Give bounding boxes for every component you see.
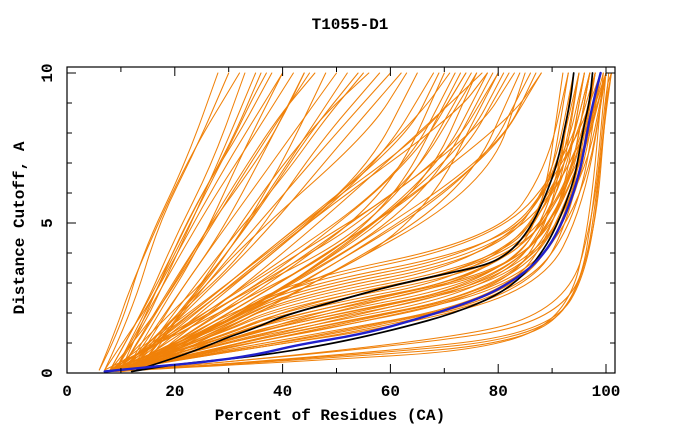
best-model-blue [103, 71, 602, 373]
model-curve [109, 72, 591, 371]
model-curve [114, 72, 612, 373]
model-curve [131, 72, 596, 371]
model-curve [131, 72, 364, 371]
model-curve [131, 72, 580, 371]
model-curve [120, 72, 612, 373]
model-curve [120, 72, 569, 371]
model-curve [120, 72, 408, 371]
model-curve [131, 72, 305, 371]
axis-tick-labels: 0 20 40 60 80 100 0 5 10 [39, 63, 620, 401]
model-curve [109, 72, 311, 371]
axis-ticks [66, 67, 615, 374]
model-curve [120, 72, 591, 371]
ensemble-lines [98, 72, 612, 373]
model-curve [114, 72, 294, 371]
model-curve [104, 72, 284, 371]
x-tick-label: 40 [273, 383, 292, 401]
y-tick-label: 5 [39, 218, 57, 228]
model-curve [109, 72, 418, 371]
y-tick-label: 0 [39, 368, 57, 378]
chart-title: T1055-D1 [312, 16, 389, 34]
model-curve [114, 72, 564, 371]
plot-border [66, 66, 616, 374]
model-curve [120, 72, 612, 373]
model-curve [120, 72, 381, 371]
model-curve [120, 72, 602, 371]
model-curve [109, 72, 585, 371]
model-curve [114, 72, 585, 371]
model-curve [109, 72, 478, 371]
highlighted-model-upper [136, 72, 575, 371]
y-tick-label: 10 [39, 63, 57, 82]
model-curve [109, 72, 499, 371]
x-axis-label: Percent of Residues (CA) [215, 407, 445, 425]
model-curve [125, 72, 542, 371]
model-curve [98, 72, 241, 371]
x-tick-label: 80 [489, 383, 508, 401]
y-axis-label: Distance Cutoff, A [11, 141, 29, 314]
model-curve [109, 72, 273, 371]
model-curve [131, 72, 451, 371]
model-curve [125, 72, 604, 371]
x-tick-label: 100 [592, 383, 621, 401]
model-curve [109, 72, 604, 373]
model-curve [120, 72, 305, 371]
model-curve [120, 72, 569, 371]
model-curve [131, 72, 542, 371]
x-tick-label: 0 [62, 383, 72, 401]
x-tick-label: 20 [165, 383, 184, 401]
model-curve [141, 72, 370, 371]
model-curve [114, 72, 257, 371]
highlighted-lines [103, 71, 602, 373]
model-curve [131, 72, 359, 371]
model-curve [98, 72, 219, 371]
model-curve [120, 72, 607, 371]
model-curve [131, 72, 596, 371]
model-curve [125, 72, 488, 371]
model-curve [125, 72, 402, 371]
model-curve [109, 72, 607, 371]
model-curve [114, 72, 267, 371]
model-curve [136, 72, 391, 371]
model-curve [136, 72, 483, 371]
model-curve [120, 72, 262, 371]
model-curve [120, 72, 607, 371]
model-curve [120, 72, 467, 371]
x-tick-label: 60 [381, 383, 400, 401]
model-curve [125, 72, 338, 371]
